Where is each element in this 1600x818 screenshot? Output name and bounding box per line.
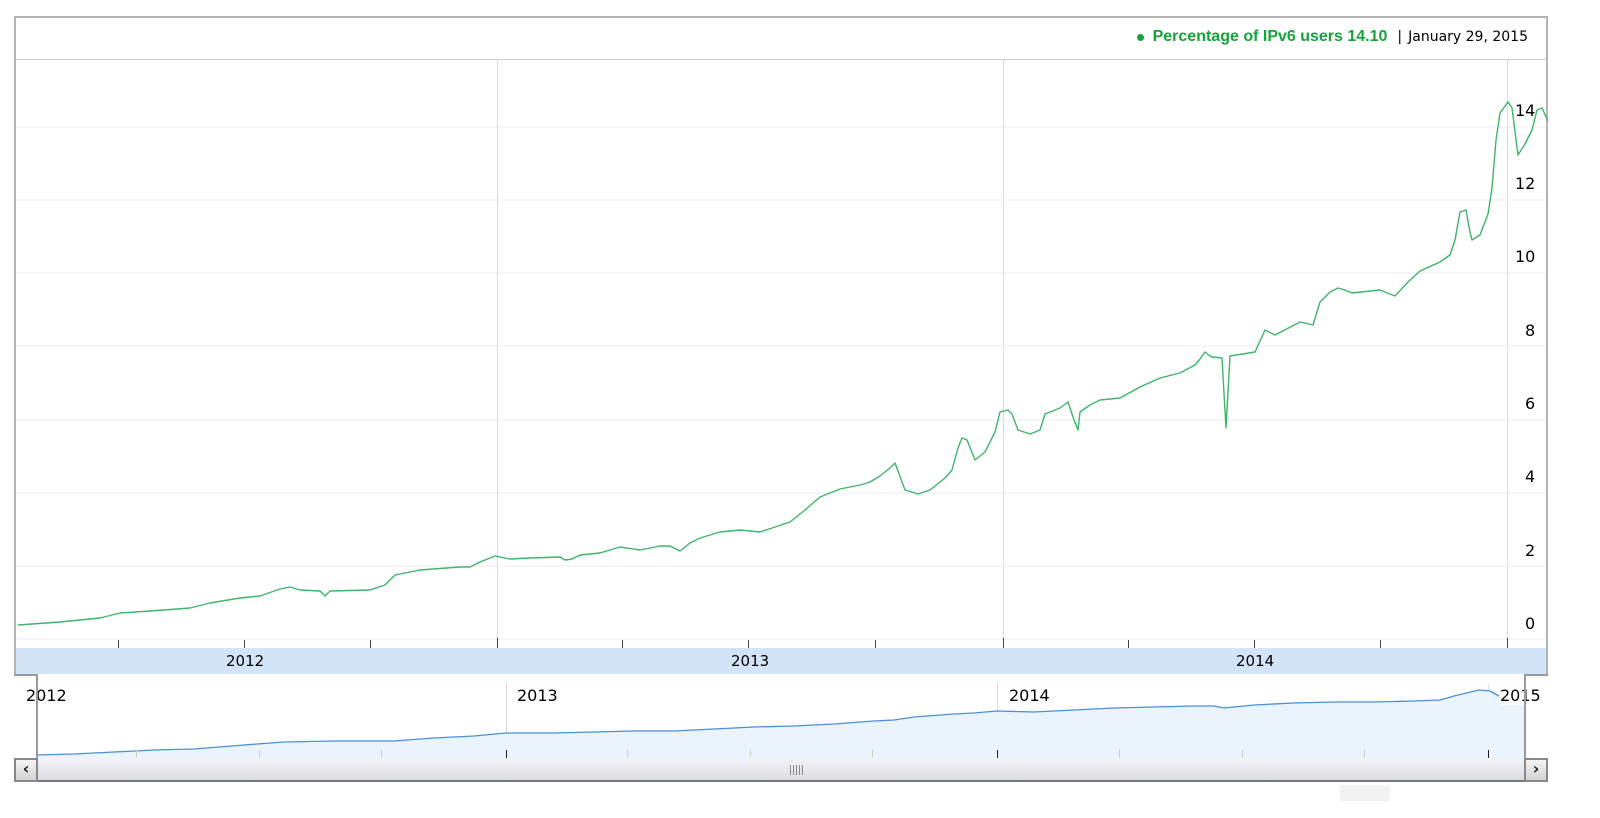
- y-tick-6: 6: [1525, 394, 1536, 413]
- navigator-major-ticks: [506, 750, 1489, 758]
- legend-series-label: Percentage of IPv6 users 14.10: [1152, 28, 1388, 45]
- chevron-right-icon: ›: [1532, 759, 1540, 778]
- scrollbar[interactable]: ‹ ›: [14, 758, 1548, 782]
- legend: Percentage of IPv6 users 14.10 | January…: [1136, 28, 1528, 46]
- scroll-right-button[interactable]: ›: [1524, 758, 1548, 782]
- chart-frame: Percentage of IPv6 users 14.10 | January…: [14, 16, 1548, 674]
- x-axis-band: [16, 648, 1546, 674]
- x-label-2013: 2013: [731, 652, 770, 670]
- y-tick-14: 14: [1515, 101, 1536, 120]
- corner-tab: [1340, 785, 1390, 801]
- y-tick-12: 12: [1515, 174, 1536, 193]
- series-dot-icon: [1136, 33, 1144, 41]
- y-tick-10: 10: [1515, 247, 1536, 266]
- navigator-label-2014: 2014: [1009, 686, 1050, 705]
- ipv6-series-line: [17, 101, 1549, 626]
- y-gridlines: [16, 126, 1546, 640]
- x-axis-ticks: [118, 638, 1508, 648]
- x-label-2014: 2014: [1236, 652, 1275, 670]
- y-tick-8: 8: [1525, 321, 1536, 340]
- navigator-right-handle[interactable]: [1524, 674, 1548, 760]
- legend-separator: |: [1397, 29, 1403, 45]
- legend-bar: Percentage of IPv6 users 14.10 | January…: [16, 18, 1546, 60]
- legend-date: January 29, 2015: [1408, 29, 1528, 45]
- y-tick-4: 4: [1525, 467, 1536, 486]
- scroll-left-button[interactable]: ‹: [14, 758, 38, 782]
- navigator-plot[interactable]: [14, 684, 1526, 758]
- x-gridlines: [497, 59, 1508, 648]
- navigator-area: [36, 690, 1526, 758]
- y-tick-0: 0: [1525, 614, 1536, 633]
- chevron-left-icon: ‹: [22, 759, 30, 778]
- navigator-label-2013: 2013: [517, 686, 558, 705]
- navigator-line: [35, 689, 1500, 756]
- navigator-left-handle[interactable]: [14, 674, 38, 760]
- navigator-minor-ticks: [136, 750, 1365, 758]
- x-label-2012: 2012: [226, 652, 265, 670]
- scrollbar-grip-icon[interactable]: [790, 765, 804, 775]
- y-tick-2: 2: [1525, 541, 1536, 560]
- navigator-label-2015: 2015: [1500, 686, 1541, 705]
